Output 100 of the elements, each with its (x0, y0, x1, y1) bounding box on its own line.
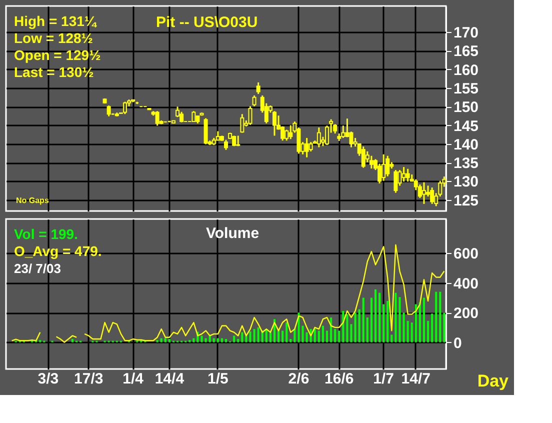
bar (346, 314, 348, 342)
chart-title: Volume (206, 225, 260, 242)
bar (220, 338, 223, 342)
annotation: O_Avg = 479. (14, 243, 102, 259)
bar (216, 338, 219, 342)
bar (402, 312, 405, 342)
bar (326, 330, 328, 342)
candlestick (240, 113, 244, 134)
x-tick-label: 17/3 (74, 370, 104, 388)
bar (370, 298, 372, 342)
bar (282, 330, 284, 342)
candlestick (252, 94, 256, 108)
x-tick-label: 1/7 (373, 370, 394, 388)
candlestick (106, 104, 111, 118)
candlestick (369, 155, 374, 170)
bar (314, 329, 316, 342)
x-tick-label: 16/6 (324, 370, 354, 388)
bar (278, 330, 280, 342)
annotation: Vol = 199. (14, 226, 78, 242)
y-tick-label: 160 (454, 62, 479, 79)
candlestick (430, 186, 434, 205)
bar (398, 297, 401, 342)
y-tick-label: 170 (454, 24, 479, 42)
x-tick-label: 14/4 (154, 370, 185, 388)
y-tick-label: 155 (454, 80, 479, 98)
candlestick (394, 169, 398, 194)
bar (294, 329, 296, 342)
bar (435, 292, 438, 342)
annotation: High = 131¼ (14, 13, 98, 29)
bar (338, 330, 340, 342)
bar (414, 304, 417, 342)
candlestick (333, 123, 338, 134)
bar (212, 338, 215, 342)
bar (200, 336, 203, 342)
candlestick (256, 82, 260, 95)
bar (71, 339, 74, 342)
bar (382, 304, 385, 342)
bar (233, 336, 236, 342)
x-axis-title: Day (477, 372, 510, 390)
bar (350, 324, 352, 342)
bar (427, 320, 430, 342)
candlestick (304, 137, 309, 158)
annotation: Last = 130½ (14, 64, 94, 80)
bar (431, 314, 434, 342)
candlestick (382, 154, 386, 182)
bar (208, 336, 211, 342)
bar (257, 327, 260, 342)
y-tick-label: 150 (454, 99, 479, 116)
candlestick (155, 110, 160, 126)
y-tick-label: 125 (454, 192, 479, 210)
text: Pit -- US\O03U (156, 14, 258, 31)
candlestick (406, 168, 410, 182)
bar (386, 300, 389, 342)
x-tick-label: 1/5 (207, 370, 228, 388)
bar (269, 332, 272, 342)
bar (245, 336, 248, 342)
bar (298, 312, 300, 342)
y-tick-label: 0 (454, 334, 462, 352)
bar (286, 322, 288, 342)
bar (302, 326, 304, 342)
candlestick (248, 106, 252, 126)
bar (204, 338, 207, 342)
bar (406, 320, 409, 342)
candlestick (122, 101, 127, 115)
candlestick (308, 141, 313, 152)
bar (443, 312, 446, 342)
y-tick-label: 165 (454, 43, 479, 60)
y-tick-label: 140 (454, 136, 479, 154)
bar (192, 338, 195, 342)
bar (164, 338, 166, 342)
bar (306, 332, 308, 342)
bar (160, 338, 162, 342)
x-tick-label: 14/7 (401, 370, 430, 388)
candlestick (284, 128, 289, 142)
y-tick-label: 135 (454, 155, 479, 172)
annotation: Low = 128½ (14, 30, 94, 46)
bar (394, 292, 397, 342)
candlestick (316, 126, 321, 148)
candlestick (224, 139, 228, 151)
candlestick (280, 126, 285, 142)
candlestick (402, 166, 406, 182)
candlestick (341, 124, 346, 139)
bar (418, 302, 421, 342)
bar (224, 339, 228, 342)
bar (290, 339, 292, 342)
candlestick (361, 146, 366, 169)
bar (265, 329, 268, 342)
bar (374, 289, 377, 342)
y-tick-label: 600 (454, 246, 479, 263)
bar (249, 331, 252, 342)
bar (354, 312, 356, 342)
annotation: No Gaps (16, 196, 50, 205)
y-tick-label: 400 (454, 275, 479, 292)
candlestick (386, 155, 390, 178)
x-tick-label: 1/4 (122, 370, 144, 388)
bar (237, 339, 240, 342)
bar (378, 292, 381, 342)
bar (422, 298, 425, 342)
x-tick-label: 3/3 (38, 370, 59, 388)
candlestick (422, 182, 426, 205)
